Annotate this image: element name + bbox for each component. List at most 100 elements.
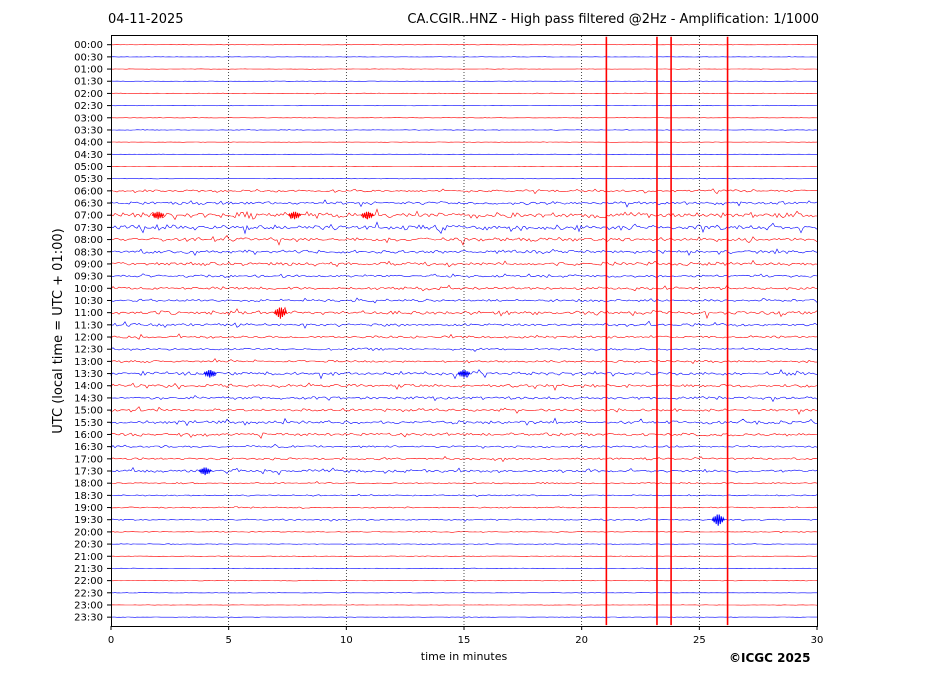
y-tick-label-0800: 08:00 <box>74 235 103 246</box>
x-tick-label-25: 25 <box>693 635 706 646</box>
x-tick-label-0: 0 <box>108 635 114 646</box>
y-tick-label-2300: 23:00 <box>74 600 103 611</box>
trace-0430 <box>110 153 818 156</box>
event-mark-7 <box>711 514 725 526</box>
trace-0030 <box>110 56 817 58</box>
y-tick-label-0030: 00:30 <box>74 52 103 63</box>
y-tick-label-1600: 16:00 <box>74 430 103 441</box>
y-tick-label-1000: 10:00 <box>74 284 103 295</box>
y-tick-label-1300: 13:00 <box>74 357 103 368</box>
trace-0830 <box>110 248 818 256</box>
trace-1100 <box>110 306 818 320</box>
trace-1630 <box>110 444 818 449</box>
trace-0530 <box>110 178 818 180</box>
copyright-credit: ©ICGC 2025 <box>729 651 811 665</box>
chart-title: CA.CGIR..HNZ - High pass filtered @2Hz -… <box>407 12 819 27</box>
y-tick-label-1500: 15:00 <box>74 406 103 417</box>
x-axis-label: time in minutes <box>421 650 508 663</box>
y-tick-label-0400: 04:00 <box>74 138 103 149</box>
trace-1530 <box>110 417 818 427</box>
y-tick-label-0830: 08:30 <box>74 247 103 258</box>
event-mark-2 <box>361 211 374 220</box>
event-mark-0 <box>151 211 165 220</box>
x-tick-label-15: 15 <box>458 635 471 646</box>
trace-2100 <box>110 555 818 557</box>
x-tick-labels: 0 5 10 15 20 25 30 <box>108 635 824 646</box>
vertical-marks-layer <box>605 36 729 626</box>
trace-0700 <box>110 208 818 221</box>
y-tick-label-1030: 10:30 <box>74 296 103 307</box>
y-axis-label: UTC (local time = UTC + 01:00) <box>51 228 66 433</box>
trace-1300 <box>110 358 817 364</box>
trace-2000 <box>110 530 818 534</box>
y-tick-label-0930: 09:30 <box>74 272 103 283</box>
trace-0630 <box>110 199 818 208</box>
y-tick-label-0630: 06:30 <box>74 199 103 210</box>
trace-1130 <box>110 320 818 329</box>
trace-0930 <box>110 273 818 278</box>
y-tick-label-2330: 23:30 <box>74 613 103 624</box>
event-mark-4 <box>203 370 217 378</box>
trace-1400 <box>110 382 818 391</box>
y-tick-label-0300: 03:00 <box>74 113 103 124</box>
y-tick-label-0530: 05:30 <box>74 174 103 185</box>
y-tick-label-2100: 21:00 <box>74 552 103 563</box>
trace-1330 <box>110 369 818 380</box>
plot-frame <box>111 35 818 627</box>
y-tick-label-1630: 16:30 <box>74 442 103 453</box>
y-tick-label-1830: 18:30 <box>74 491 103 502</box>
trace-0730 <box>110 221 818 235</box>
grid-layer <box>107 36 818 630</box>
trace-2330 <box>110 616 818 618</box>
y-tick-label-0900: 09:00 <box>74 259 103 270</box>
chart-date: 04-11-2025 <box>108 12 184 27</box>
y-tick-label-0230: 02:30 <box>74 101 103 112</box>
y-tick-label-0700: 07:00 <box>74 211 103 222</box>
y-tick-label-1900: 19:00 <box>74 503 103 514</box>
trace-1430 <box>110 395 818 403</box>
y-tick-label-1230: 12:30 <box>74 345 103 356</box>
trace-0500 <box>110 165 818 168</box>
trace-1730 <box>110 466 818 476</box>
y-tick-label-0730: 07:30 <box>74 223 103 234</box>
y-tick-label-0200: 02:00 <box>74 89 103 100</box>
trace-2200 <box>110 579 818 582</box>
x-tick-label-5: 5 <box>225 635 231 646</box>
trace-1500 <box>110 406 818 415</box>
y-tick-label-0000: 00:00 <box>74 40 103 51</box>
y-tick-label-0100: 01:00 <box>74 65 103 76</box>
y-tick-label-0130: 01:30 <box>74 77 103 88</box>
event-mark-5 <box>457 370 471 378</box>
trace-0900 <box>110 259 818 268</box>
y-tick-label-0430: 04:30 <box>74 150 103 161</box>
y-tick-label-0600: 06:00 <box>74 186 103 197</box>
x-tick-label-10: 10 <box>340 635 353 646</box>
trace-2300 <box>110 604 818 606</box>
x-tick-label-20: 20 <box>575 635 588 646</box>
y-tick-label-1700: 17:00 <box>74 454 103 465</box>
y-tick-label-1200: 12:00 <box>74 333 103 344</box>
y-tick-label-1730: 17:30 <box>74 467 103 478</box>
y-tick-label-1100: 11:00 <box>74 308 103 319</box>
y-tick-label-2200: 22:00 <box>74 576 103 587</box>
trace-0400 <box>110 141 818 143</box>
y-tick-label-1530: 15:30 <box>74 418 103 429</box>
y-tick-label-1800: 18:00 <box>74 479 103 490</box>
y-tick-label-1400: 14:00 <box>74 381 103 392</box>
y-tick-label-0500: 05:00 <box>74 162 103 173</box>
trace-1230 <box>110 347 818 352</box>
event-mark-3 <box>273 307 287 319</box>
y-tick-label-2130: 21:30 <box>74 564 103 575</box>
y-tick-label-1930: 19:30 <box>74 515 103 526</box>
y-tick-label-1330: 13:30 <box>74 369 103 380</box>
trace-1700 <box>110 456 818 463</box>
x-tick-label-30: 30 <box>811 635 824 646</box>
y-tick-label-2030: 20:30 <box>74 540 103 551</box>
trace-2130 <box>110 567 818 570</box>
y-tick-label-2230: 22:30 <box>74 588 103 599</box>
y-tick-label-0330: 03:30 <box>74 125 103 136</box>
event-mark-1 <box>288 211 302 220</box>
y-tick-label-1130: 11:30 <box>74 320 103 331</box>
